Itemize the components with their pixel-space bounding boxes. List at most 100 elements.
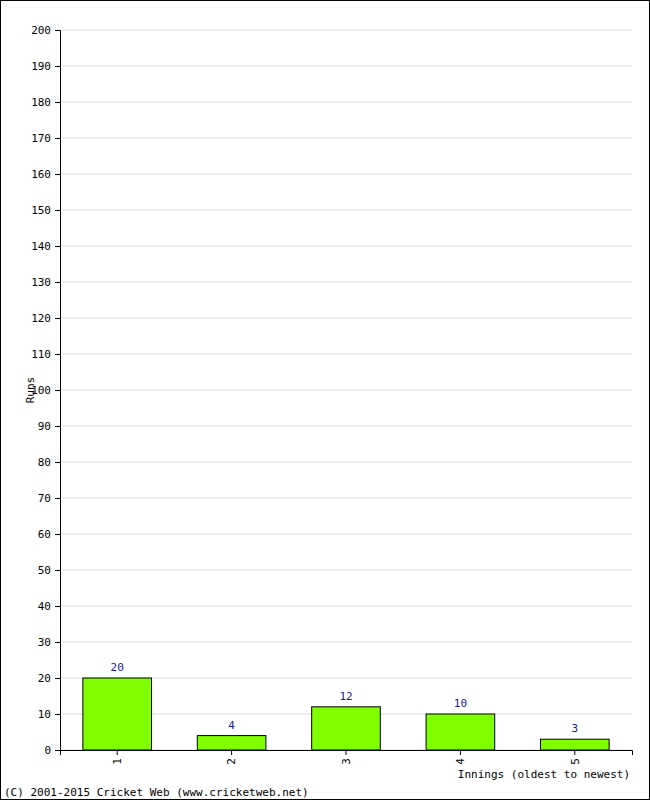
- grid-line: [60, 606, 632, 607]
- tick-label: 200: [31, 24, 51, 37]
- tick: 90: [38, 420, 60, 433]
- tick-label: 70: [38, 492, 51, 505]
- tick: 130: [31, 276, 60, 289]
- grid-line: [60, 642, 632, 643]
- bar: [197, 736, 266, 750]
- tick: 180: [31, 96, 60, 109]
- tick: 170: [31, 132, 60, 145]
- tick: 80: [38, 456, 60, 469]
- tick-label: 5: [569, 758, 582, 765]
- tick-mark: [117, 750, 118, 755]
- frame: [1, 1, 650, 800]
- grid-line: [60, 210, 632, 211]
- tick-label: 130: [31, 276, 51, 289]
- grid-line: [60, 138, 632, 139]
- data-label: 20: [111, 661, 124, 674]
- tick-mark: [55, 570, 60, 571]
- tick: 50: [38, 564, 60, 577]
- tick-label: 110: [31, 348, 51, 361]
- grid-line: [60, 102, 632, 103]
- tick-mark: [55, 138, 60, 139]
- grid-line: [60, 534, 632, 535]
- tick-mark: [55, 282, 60, 283]
- tick-label: 2: [225, 758, 238, 765]
- tick-label: 3: [340, 758, 353, 765]
- grid-line: [60, 390, 632, 391]
- tick-mark: [55, 246, 60, 247]
- tick-label: 160: [31, 168, 51, 181]
- tick-label: 170: [31, 132, 51, 145]
- grid-line: [60, 30, 632, 31]
- bar: [312, 707, 381, 750]
- bar: [540, 739, 609, 750]
- tick-label: 150: [31, 204, 51, 217]
- tick-label: 1: [111, 758, 124, 765]
- tick: 110: [31, 348, 60, 361]
- tick: 160: [31, 168, 60, 181]
- annotation: (C) 2001-2015 Cricket Web (www.cricketwe…: [4, 786, 309, 799]
- bar: [83, 678, 152, 750]
- tick-label: 180: [31, 96, 51, 109]
- tick-mark: [231, 750, 232, 755]
- grid-line: [60, 462, 632, 463]
- grid-line: [60, 246, 632, 247]
- tick-label: 50: [38, 564, 51, 577]
- tick-mark: [55, 714, 60, 715]
- chart: 2041210301020304050607080901001101201301…: [0, 0, 650, 800]
- data-label: 4: [228, 719, 235, 732]
- tick: 120: [31, 312, 60, 325]
- tick: 200: [31, 24, 60, 37]
- tick: 2: [225, 750, 238, 765]
- tick-mark: [55, 678, 60, 679]
- tick: 4: [454, 750, 467, 765]
- tick: 0: [44, 744, 60, 757]
- plot: 2041210301020304050607080901001101201301…: [31, 24, 632, 765]
- tick: 190: [31, 60, 60, 73]
- tick-mark: [574, 750, 575, 755]
- tick-label: 190: [31, 60, 51, 73]
- tick-mark: [55, 498, 60, 499]
- tick-mark: [55, 750, 60, 751]
- grid: [60, 30, 632, 750]
- grid-line: [60, 426, 632, 427]
- tick-label: 30: [38, 636, 51, 649]
- tick-mark: [55, 210, 60, 211]
- tick-label: 40: [38, 600, 51, 613]
- bars: [83, 678, 609, 750]
- tick-mark: [55, 174, 60, 175]
- bar: [426, 714, 495, 750]
- tick-label: 120: [31, 312, 51, 325]
- x-axis-title: Innings (oldest to newest): [458, 768, 630, 781]
- tick-label: 4: [454, 758, 467, 765]
- x-axis: 1 2 3 4 5: [61, 750, 633, 765]
- tick: 10: [38, 708, 60, 721]
- tick-mark: [55, 102, 60, 103]
- tick: 3: [340, 750, 353, 765]
- tick: 40: [38, 600, 60, 613]
- data-labels: 20 4 12 10 3: [111, 661, 579, 735]
- tick: 70: [38, 492, 60, 505]
- tick-mark: [55, 66, 60, 67]
- tick-mark: [55, 354, 60, 355]
- tick-mark: [55, 462, 60, 463]
- grid-line: [60, 498, 632, 499]
- grid-line: [60, 570, 632, 571]
- tick-mark: [55, 606, 60, 607]
- grid-line: [60, 66, 632, 67]
- tick-mark: [460, 750, 461, 755]
- tick-label: 10: [38, 708, 51, 721]
- tick: 1: [111, 750, 124, 765]
- data-label: 3: [571, 722, 578, 735]
- data-label: 12: [339, 690, 352, 703]
- tick: 140: [31, 240, 60, 253]
- grid-line: [60, 354, 632, 355]
- data-label: 10: [454, 697, 467, 710]
- tick-mark: [55, 318, 60, 319]
- tick: 150: [31, 204, 60, 217]
- axis-line: [61, 751, 633, 756]
- grid-line: [60, 174, 632, 175]
- tick-mark: [55, 30, 60, 31]
- tick: 30: [38, 636, 60, 649]
- grid-line: [60, 318, 632, 319]
- tick-mark: [346, 750, 347, 755]
